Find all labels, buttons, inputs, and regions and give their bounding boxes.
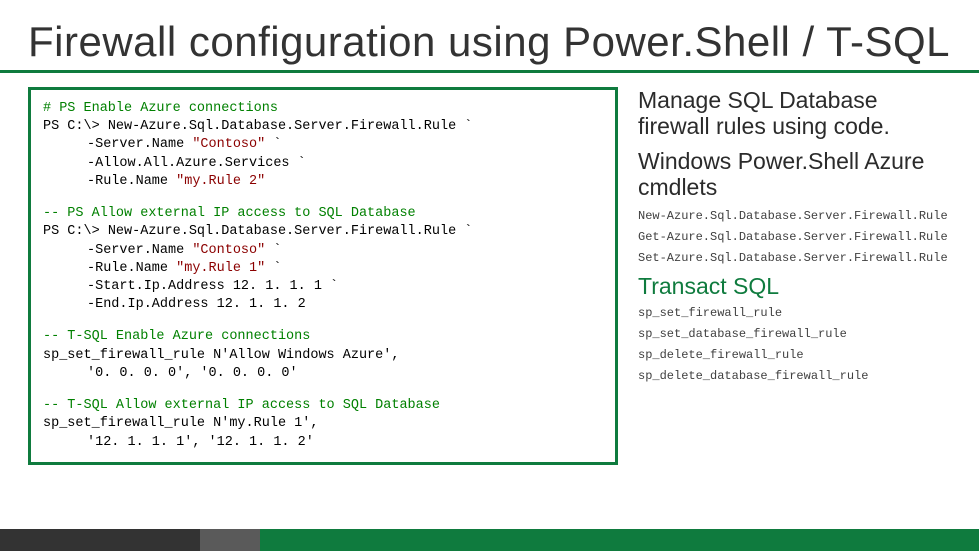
code-text: ` (265, 137, 281, 152)
side-heading-manage: Manage SQL Database firewall rules using… (638, 87, 951, 140)
code-text: -Rule.Name (87, 174, 176, 189)
proc-item: sp_delete_firewall_rule (638, 348, 951, 362)
code-text: PS C:\> (43, 119, 108, 134)
code-panel: # PS Enable Azure connections PS C:\> Ne… (28, 87, 618, 465)
code-text: -Allow.All.Azure.Services ` (43, 155, 603, 173)
code-block-4: -- T-SQL Allow external IP access to SQL… (43, 397, 603, 452)
code-text: -Server.Name (87, 243, 192, 258)
code-string: "my.Rule 1" (176, 261, 265, 276)
content-row: # PS Enable Azure connections PS C:\> Ne… (0, 87, 979, 465)
code-string: "Contoso" (192, 243, 265, 258)
code-block-2: -- PS Allow external IP access to SQL Da… (43, 205, 603, 314)
cmdlet-item: Get-Azure.Sql.Database.Server.Firewall.R… (638, 230, 951, 244)
title-underline (0, 70, 979, 73)
code-text: -Server.Name (87, 137, 192, 152)
slide-title: Firewall configuration using Power.Shell… (0, 0, 979, 70)
code-comment: -- T-SQL Enable Azure connections (43, 329, 310, 344)
code-string: "my.Rule 2" (176, 174, 265, 189)
code-text: sp_set_firewall_rule N'my.Rule 1', (43, 415, 603, 433)
code-comment: # PS Enable Azure connections (43, 101, 278, 116)
code-text: '0. 0. 0. 0', '0. 0. 0. 0' (43, 365, 603, 383)
cmdlet-item: New-Azure.Sql.Database.Server.Firewall.R… (638, 209, 951, 223)
footer-bar (0, 529, 979, 551)
code-text: New-Azure.Sql.Database.Server.Firewall.R… (108, 119, 473, 134)
side-heading-tsql: Transact SQL (638, 273, 951, 300)
proc-item: sp_delete_database_firewall_rule (638, 369, 951, 383)
code-block-3: -- T-SQL Enable Azure connections sp_set… (43, 328, 603, 383)
cmdlet-item: Set-Azure.Sql.Database.Server.Firewall.R… (638, 251, 951, 265)
code-string: "Contoso" (192, 137, 265, 152)
code-comment: -- PS Allow external IP access to SQL Da… (43, 206, 416, 221)
side-heading-cmdlets: Windows Power.Shell Azure cmdlets (638, 148, 951, 201)
code-text: ` (265, 243, 281, 258)
code-block-1: # PS Enable Azure connections PS C:\> Ne… (43, 100, 603, 191)
code-text: -Start.Ip.Address 12. 1. 1. 1 ` (43, 278, 603, 296)
code-text: PS C:\> (43, 224, 108, 239)
code-text: ` (265, 261, 281, 276)
code-text: -End.Ip.Address 12. 1. 1. 2 (43, 296, 603, 314)
code-text: -Rule.Name (87, 261, 176, 276)
code-text: sp_set_firewall_rule N'Allow Windows Azu… (43, 347, 603, 365)
side-panel: Manage SQL Database firewall rules using… (638, 87, 951, 465)
proc-item: sp_set_database_firewall_rule (638, 327, 951, 341)
code-comment: -- T-SQL Allow external IP access to SQL… (43, 398, 440, 413)
code-text: New-Azure.Sql.Database.Server.Firewall.R… (108, 224, 473, 239)
code-text: '12. 1. 1. 1', '12. 1. 1. 2' (43, 434, 603, 452)
proc-item: sp_set_firewall_rule (638, 306, 951, 320)
